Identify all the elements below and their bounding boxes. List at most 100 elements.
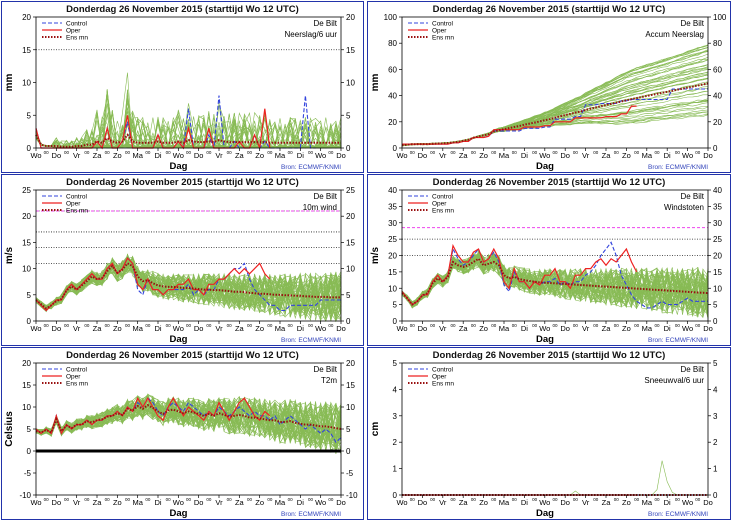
- x-tick-label: Wo: [173, 324, 184, 333]
- x-tick-label: Zo: [255, 151, 264, 160]
- y-right-tick-label: 3: [713, 412, 718, 421]
- x-minor-label: 00: [471, 497, 477, 502]
- x-tick-label: Vr: [73, 324, 81, 333]
- legend-label: Oper: [432, 201, 447, 208]
- parameter-label: 10m wind: [303, 203, 337, 212]
- x-tick-label: Za: [459, 324, 469, 333]
- panel-10m-wind: Donderdag 26 November 2015 (starttijd Wo…: [1, 174, 364, 346]
- x-minor-label: 00: [614, 323, 620, 328]
- y-right-tick-label: 20: [346, 13, 355, 22]
- x-minor-label: 00: [267, 497, 273, 502]
- ensemble-member-line: [401, 45, 709, 146]
- y-axis-label: mm: [4, 74, 15, 92]
- y-right-tick-label: 0: [346, 447, 351, 456]
- legend-label: Control: [432, 194, 454, 201]
- x-minor-label: 00: [695, 497, 701, 502]
- ensemble-member-line: [401, 44, 709, 146]
- chart-title: Donderdag 26 November 2015 (starttijd Wo…: [433, 4, 666, 15]
- y-right-tick-label: 15: [346, 46, 355, 55]
- ensemble-member-line: [35, 396, 342, 443]
- ens-mean-series-line: [35, 262, 341, 310]
- y-tick-label: 5: [27, 291, 32, 300]
- x-axis-label: Dag: [170, 334, 188, 345]
- y-right-tick-label: 2: [713, 438, 718, 447]
- x-minor-label: 00: [308, 150, 314, 155]
- y-tick-label: 100: [384, 13, 398, 22]
- x-tick-label: Ma: [499, 498, 510, 507]
- y-right-tick-label: 40: [713, 92, 722, 101]
- legend-label: Ens mn: [66, 208, 88, 215]
- ensemble-member-line: [401, 254, 709, 315]
- x-axis-label: Dag: [170, 161, 188, 172]
- source-label: Bron: ECMWF/KNMI: [648, 164, 708, 171]
- x-minor-label: 00: [84, 497, 90, 502]
- y-right-tick-label: -10: [346, 491, 358, 500]
- x-minor-label: 00: [491, 323, 497, 328]
- y-right-tick-label: 1: [713, 465, 718, 474]
- x-minor-label: 00: [328, 497, 334, 502]
- y-tick-label: 30: [388, 219, 397, 228]
- x-tick-label: Za: [235, 498, 245, 507]
- x-tick-label: Vr: [582, 151, 590, 160]
- chart-title: Donderdag 26 November 2015 (starttijd Wo…: [66, 350, 299, 361]
- y-right-tick-label: 5: [713, 301, 718, 310]
- x-tick-label: Do: [52, 151, 62, 160]
- ens-mean-series-line: [401, 257, 709, 306]
- x-tick-label: Za: [459, 151, 469, 160]
- y-right-tick-label: 0: [713, 491, 718, 500]
- x-tick-label: Za: [602, 498, 612, 507]
- x-minor-label: 00: [573, 150, 579, 155]
- x-tick-label: Do: [703, 324, 713, 333]
- chart-title: Donderdag 26 November 2015 (starttijd Wo…: [433, 177, 666, 188]
- parameter-label: Windstoten: [664, 203, 704, 212]
- x-minor-label: 00: [166, 150, 172, 155]
- x-minor-label: 00: [186, 323, 192, 328]
- chart-title: Donderdag 26 November 2015 (starttijd Wo…: [433, 350, 666, 361]
- y-axis-label: cm: [370, 422, 381, 437]
- x-tick-label: Za: [602, 151, 612, 160]
- y-tick-label: 40: [388, 186, 397, 195]
- legend-label: Control: [66, 194, 88, 201]
- ensemble-member-line: [35, 397, 342, 448]
- source-label: Bron: ECMWF/KNMI: [281, 337, 341, 344]
- x-tick-label: Do: [418, 324, 428, 333]
- x-minor-label: 00: [410, 323, 416, 328]
- y-tick-label: 5: [393, 359, 398, 368]
- x-tick-label: Wo: [539, 498, 550, 507]
- x-minor-label: 00: [614, 150, 620, 155]
- x-minor-label: 00: [532, 150, 538, 155]
- x-tick-label: Za: [93, 151, 103, 160]
- x-tick-label: Do: [418, 498, 428, 507]
- x-minor-label: 00: [288, 150, 294, 155]
- x-tick-label: Za: [459, 498, 469, 507]
- ensemble-member-line: [401, 94, 708, 147]
- y-tick-label: 40: [388, 92, 397, 101]
- x-minor-label: 00: [675, 150, 681, 155]
- station-label: De Bilt: [680, 192, 704, 201]
- y-axis-label: m/s: [370, 246, 381, 264]
- x-tick-label: Do: [52, 324, 62, 333]
- x-minor-label: 00: [105, 497, 111, 502]
- x-minor-label: 00: [227, 150, 233, 155]
- x-tick-label: Ma: [642, 151, 653, 160]
- y-right-tick-label: 15: [713, 268, 722, 277]
- x-tick-label: Zo: [479, 151, 488, 160]
- y-tick-label: 0: [393, 144, 398, 153]
- x-tick-label: Ma: [132, 151, 143, 160]
- plot-frame: [401, 16, 709, 149]
- legend-label: Oper: [432, 28, 447, 35]
- x-tick-label: Ma: [499, 151, 510, 160]
- ensemble-member-line: [401, 100, 709, 147]
- x-tick-label: Vr: [582, 498, 590, 507]
- x-minor-label: 00: [430, 323, 436, 328]
- x-axis-label: Dag: [536, 161, 554, 172]
- x-minor-label: 00: [166, 323, 172, 328]
- x-tick-label: Do: [703, 498, 713, 507]
- x-minor-label: 00: [593, 323, 599, 328]
- x-minor-label: 00: [186, 150, 192, 155]
- x-tick-label: Do: [194, 498, 204, 507]
- x-tick-label: Di: [297, 498, 304, 507]
- y-right-tick-label: 4: [713, 385, 718, 394]
- y-tick-label: 25: [388, 235, 397, 244]
